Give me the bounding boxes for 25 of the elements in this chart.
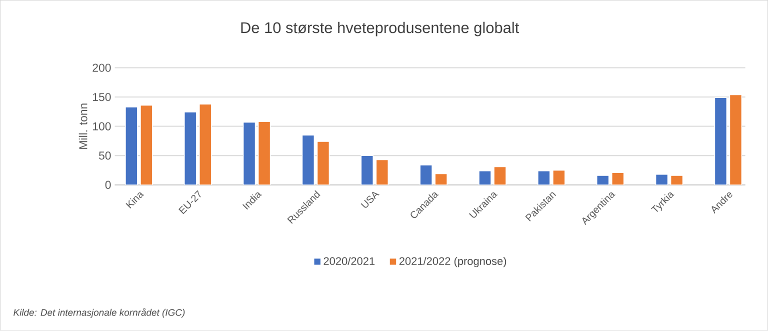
bar [198, 104, 212, 186]
bar [302, 134, 315, 186]
bar [316, 141, 330, 186]
legend-label: 2021/2022 (prognose) [399, 257, 506, 268]
text: Kilde: Det internasjonale kornrådet (IGC) [14, 308, 185, 318]
bar [140, 104, 153, 186]
bar [656, 174, 668, 186]
legend-label: 2020/2021 [324, 257, 375, 266]
y-tick-label: 200 [92, 64, 111, 72]
x-tick-label: Kina [126, 192, 144, 209]
y-tick-label: 0 [105, 180, 111, 190]
y-axis-title: Mill. tonn [78, 104, 88, 150]
bar [125, 106, 138, 186]
x-tick-label: USA [360, 192, 380, 208]
bar [184, 112, 197, 186]
bar [360, 155, 374, 186]
y-tick-label: 50 [98, 152, 111, 160]
bar [242, 122, 256, 186]
y-tick-label: 100 [93, 122, 111, 131]
bar [258, 121, 271, 186]
bar [714, 97, 728, 186]
chart-title: De 10 største hveteprodusentene globalt [241, 22, 520, 36]
y-tick-label: 150 [93, 93, 111, 102]
bar [376, 159, 389, 186]
bar [729, 94, 742, 186]
